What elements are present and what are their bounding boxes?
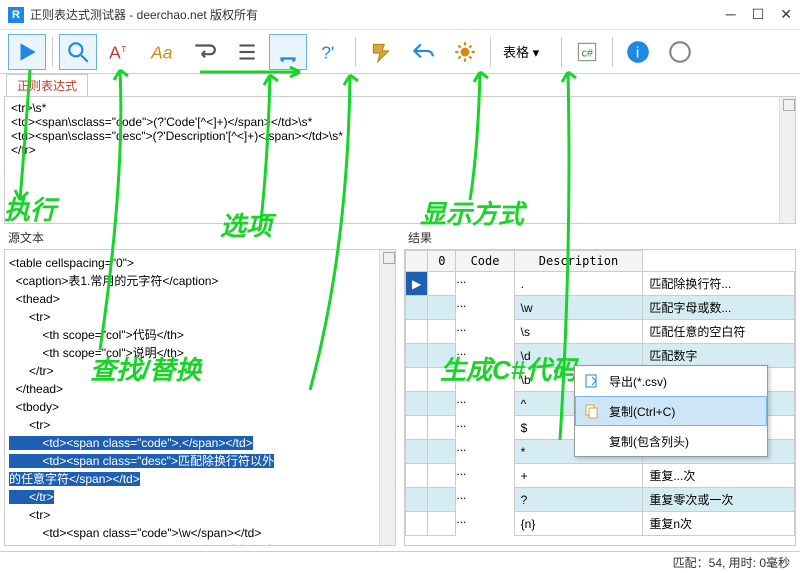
table-row[interactable]: ...\s匹配任意的空白符: [406, 320, 795, 344]
ann-codegen: 生成C#代码: [440, 350, 577, 387]
search-button[interactable]: [59, 34, 97, 70]
svg-text:i: i: [636, 44, 639, 61]
svg-text:T: T: [121, 44, 127, 54]
font-size-button[interactable]: AT: [101, 34, 139, 70]
col-desc[interactable]: Description: [514, 251, 643, 272]
maximize-button[interactable]: ☐: [752, 6, 765, 23]
ann-options: 选项: [220, 206, 272, 243]
status-text: 匹配：54, 用时: 0毫秒: [673, 554, 790, 571]
menu-copy-headers[interactable]: 复制(包含列头): [575, 426, 767, 456]
circle-button[interactable]: [661, 34, 699, 70]
optional-button[interactable]: ?': [311, 34, 349, 70]
replace-button[interactable]: [362, 34, 400, 70]
col-0[interactable]: 0: [428, 251, 456, 272]
undo-button[interactable]: [404, 34, 442, 70]
menu-export[interactable]: 导出(*.csv): [575, 366, 767, 396]
run-button[interactable]: [8, 34, 46, 70]
view-dropdown[interactable]: 表格 ▾: [497, 40, 555, 63]
scrollbar[interactable]: [379, 250, 395, 545]
row-header: [406, 251, 428, 272]
svg-text:A: A: [109, 42, 121, 62]
settings-button[interactable]: [446, 34, 484, 70]
table-row[interactable]: ...?重复零次或一次: [406, 488, 795, 512]
statusbar: 匹配：54, 用时: 0毫秒: [0, 551, 800, 573]
col-code[interactable]: Code: [456, 251, 514, 272]
menu-copy[interactable]: 复制(Ctrl+C): [575, 396, 767, 426]
copy-icon: [583, 402, 601, 420]
source-text-area[interactable]: <table cellspacing="0"> <caption>表1.常用的元…: [4, 249, 396, 546]
scrollbar[interactable]: [779, 97, 795, 223]
regex-input[interactable]: <tr>\s* <td><span\sclass="code">(?'Code'…: [4, 96, 796, 224]
minimize-button[interactable]: ─: [726, 6, 736, 23]
context-menu: 导出(*.csv) 复制(Ctrl+C) 复制(包含列头): [574, 365, 768, 457]
table-row[interactable]: ▶ ....匹配除换行符...: [406, 272, 795, 296]
ann-replace: 查找/替换: [90, 350, 201, 387]
titlebar: R 正则表达式测试器 - deerchao.net 版权所有 ─ ☐ ✕: [0, 0, 800, 30]
font-style-button[interactable]: Aa: [143, 34, 181, 70]
svg-text:?': ?': [321, 42, 334, 62]
table-row[interactable]: ...\w匹配字母或数...: [406, 296, 795, 320]
svg-text:c#: c#: [582, 47, 593, 59]
wrap-button[interactable]: [185, 34, 223, 70]
source-pane-header: 源文本: [0, 226, 400, 249]
toolbar: AT Aa ?' 表格 ▾ c# i: [0, 30, 800, 74]
app-icon: R: [8, 7, 24, 23]
table-row[interactable]: ...{n}重复n次: [406, 512, 795, 536]
export-icon: [583, 372, 601, 390]
table-row[interactable]: ...+重复...次: [406, 464, 795, 488]
ann-run: 执行: [4, 190, 56, 227]
regex-tab-label: 正则表达式: [6, 74, 88, 96]
info-button[interactable]: i: [619, 34, 657, 70]
list-button[interactable]: [227, 34, 265, 70]
ann-view: 显示方式: [420, 194, 524, 231]
window-title: 正则表达式测试器 - deerchao.net 版权所有: [30, 6, 726, 23]
close-button[interactable]: ✕: [780, 6, 792, 23]
svg-text:Aa: Aa: [150, 42, 173, 62]
code-gen-button[interactable]: c#: [568, 34, 606, 70]
bracket-button[interactable]: [269, 34, 307, 70]
